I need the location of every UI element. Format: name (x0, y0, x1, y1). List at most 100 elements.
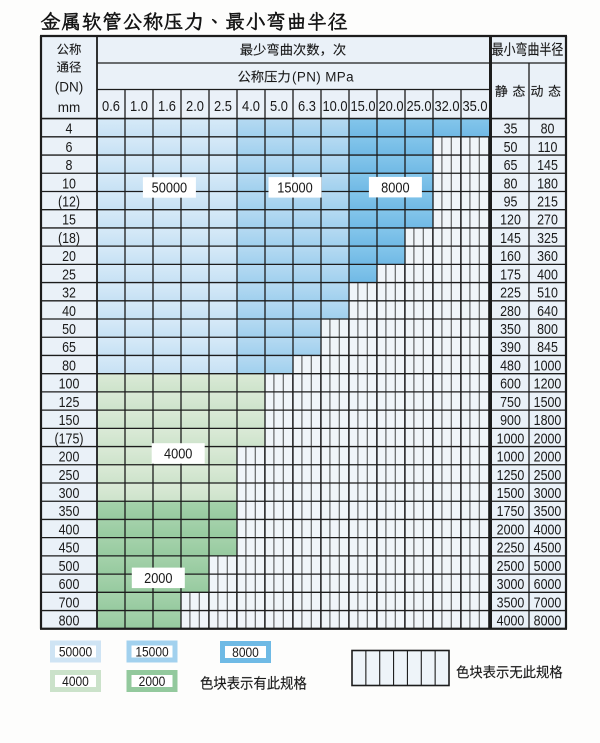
svg-text:510: 510 (537, 285, 558, 301)
svg-text:15.0: 15.0 (350, 97, 375, 114)
svg-text:2000: 2000 (139, 673, 166, 689)
svg-text:25.0: 25.0 (406, 97, 431, 114)
svg-text:120: 120 (500, 212, 521, 228)
svg-text:700: 700 (59, 594, 80, 610)
svg-text:750: 750 (500, 394, 521, 410)
svg-text:(DN): (DN) (55, 79, 84, 94)
svg-text:845: 845 (537, 339, 558, 355)
svg-text:180: 180 (537, 175, 558, 191)
svg-text:250: 250 (59, 467, 80, 483)
svg-text:80: 80 (541, 121, 555, 137)
svg-text:145: 145 (537, 157, 558, 173)
svg-text:350: 350 (500, 321, 521, 337)
svg-text:160: 160 (500, 248, 521, 264)
svg-text:1200: 1200 (534, 376, 562, 392)
svg-text:2250: 2250 (497, 540, 525, 556)
svg-text:175: 175 (500, 267, 521, 283)
svg-text:4000: 4000 (164, 446, 193, 462)
svg-text:20.0: 20.0 (378, 97, 403, 114)
svg-text:32.0: 32.0 (434, 97, 459, 114)
svg-text:3500: 3500 (497, 594, 525, 610)
svg-text:4500: 4500 (534, 540, 562, 556)
svg-text:3500: 3500 (534, 503, 562, 519)
svg-text:800: 800 (537, 321, 558, 337)
svg-text:6.3: 6.3 (298, 97, 316, 114)
svg-text:325: 325 (537, 230, 558, 246)
svg-text:1.0: 1.0 (130, 97, 148, 114)
svg-text:200: 200 (59, 449, 80, 465)
svg-text:360: 360 (537, 248, 558, 264)
svg-text:1250: 1250 (497, 467, 525, 483)
svg-text:2000: 2000 (534, 449, 562, 465)
svg-text:1000: 1000 (497, 430, 525, 446)
svg-text:15000: 15000 (135, 644, 168, 660)
svg-text:3000: 3000 (534, 485, 562, 501)
svg-text:1500: 1500 (497, 485, 525, 501)
svg-text:480: 480 (500, 358, 521, 374)
svg-text:400: 400 (537, 267, 558, 283)
svg-text:100: 100 (59, 376, 80, 392)
svg-text:150: 150 (59, 412, 80, 428)
svg-text:40: 40 (62, 303, 76, 319)
svg-text:15: 15 (62, 212, 76, 228)
svg-text:8000: 8000 (232, 644, 259, 660)
svg-text:8: 8 (66, 157, 73, 173)
svg-text:5000: 5000 (534, 558, 562, 574)
svg-text:50: 50 (62, 321, 76, 337)
svg-text:110: 110 (538, 139, 558, 155)
svg-text:6000: 6000 (534, 576, 562, 592)
svg-text:4000: 4000 (497, 613, 525, 629)
svg-text:8000: 8000 (534, 613, 562, 629)
svg-text:mm: mm (58, 100, 81, 115)
svg-text:800: 800 (59, 613, 80, 629)
svg-text:65: 65 (504, 157, 518, 173)
svg-text:32: 32 (62, 285, 76, 301)
svg-text:270: 270 (537, 212, 558, 228)
svg-text:10: 10 (62, 175, 76, 191)
svg-text:215: 215 (537, 194, 558, 210)
svg-text:50000: 50000 (59, 644, 92, 660)
svg-text:65: 65 (62, 339, 76, 355)
svg-text:8000: 8000 (381, 179, 410, 195)
svg-text:(18): (18) (58, 230, 80, 246)
svg-text:1000: 1000 (534, 358, 562, 374)
svg-text:600: 600 (59, 576, 80, 592)
svg-text:50000: 50000 (152, 180, 188, 196)
svg-text:1800: 1800 (534, 412, 562, 428)
svg-text:20: 20 (62, 248, 76, 264)
svg-text:0.6: 0.6 (102, 97, 120, 114)
svg-text:7000: 7000 (534, 594, 562, 610)
svg-text:4000: 4000 (62, 673, 89, 689)
svg-text:1500: 1500 (534, 394, 562, 410)
svg-text:5.0: 5.0 (270, 97, 288, 114)
svg-text:2000: 2000 (534, 430, 562, 446)
svg-text:225: 225 (500, 285, 521, 301)
svg-text:300: 300 (59, 485, 80, 501)
svg-text:6: 6 (66, 139, 73, 155)
svg-text:80: 80 (62, 358, 76, 374)
svg-text:145: 145 (500, 230, 521, 246)
svg-text:1.6: 1.6 (158, 97, 176, 114)
svg-text:3000: 3000 (497, 576, 525, 592)
svg-text:640: 640 (537, 303, 558, 319)
svg-text:390: 390 (500, 339, 521, 355)
svg-text:4.0: 4.0 (242, 97, 260, 114)
svg-text:50: 50 (504, 139, 518, 155)
svg-text:(175): (175) (54, 430, 83, 446)
svg-text:(PN) MPa: (PN) MPa (292, 70, 354, 85)
svg-text:500: 500 (59, 558, 80, 574)
svg-text:95: 95 (504, 194, 518, 210)
svg-text:15000: 15000 (277, 180, 313, 196)
svg-text:900: 900 (500, 412, 521, 428)
svg-text:280: 280 (500, 303, 521, 319)
svg-text:2000: 2000 (497, 522, 525, 538)
svg-text:25: 25 (62, 267, 76, 283)
svg-text:2500: 2500 (534, 467, 562, 483)
svg-text:2.0: 2.0 (186, 97, 204, 114)
svg-text:450: 450 (59, 540, 80, 556)
svg-text:1000: 1000 (497, 449, 525, 465)
svg-text:1750: 1750 (497, 503, 525, 519)
svg-text:600: 600 (500, 376, 521, 392)
svg-text:80: 80 (504, 175, 518, 191)
svg-text:(12): (12) (58, 194, 80, 210)
